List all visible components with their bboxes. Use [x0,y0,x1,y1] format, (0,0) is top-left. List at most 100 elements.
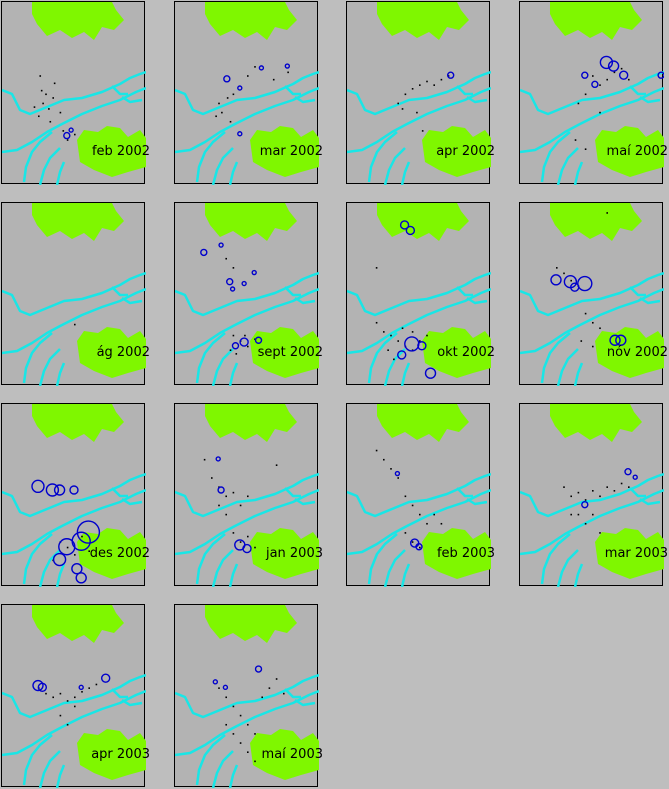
coastline [175,287,319,355]
coastline [540,131,571,183]
map-svg [520,2,664,185]
event-circle [231,342,240,350]
map-svg [347,203,491,386]
event-dot [254,733,256,735]
event-dot [74,323,76,326]
map-svg [2,203,146,386]
event-circle [581,500,589,509]
map-panel: ág 2002 [1,202,150,386]
event-dot [225,495,227,498]
land-north [205,2,297,40]
panel-date-label: apr 2003 [91,747,150,762]
event-dot [426,334,428,337]
event-dot [221,111,223,114]
event-dot [393,358,395,361]
coastline [347,271,491,317]
coastline [456,286,473,297]
coastline [38,348,61,386]
land-south [77,729,146,780]
panel-date-label: ág 2002 [96,345,150,360]
event-circle [399,220,410,230]
coastline [556,147,579,185]
event-circle [624,468,632,476]
coastline [347,472,491,518]
event-circle [258,65,265,71]
event-circle [239,337,249,347]
event-dot [283,692,285,695]
event-dot [411,331,414,333]
coastline [2,488,146,556]
coastline [347,86,491,154]
event-dot [225,513,227,516]
coastline [38,750,61,788]
event-dot [404,495,407,498]
panel-date-label: feb 2002 [91,144,150,159]
land-north [205,203,297,241]
coastline [556,549,579,587]
event-circle [237,131,243,137]
event-dot [426,80,428,83]
event-dot [599,532,601,534]
event-dot [620,67,623,70]
land-south [422,528,491,579]
coastline [22,131,53,183]
event-circle [550,274,562,286]
coastline [456,487,473,498]
event-dot [232,267,235,269]
event-circle [53,484,66,496]
map-svg [175,2,319,185]
coastline [228,362,239,386]
coastline [2,472,146,518]
event-dot [239,504,242,507]
coastline [400,161,411,185]
event-circle [409,538,420,548]
event-circle [417,341,427,351]
event-dot [419,84,421,86]
event-dot [397,477,399,479]
land-north [377,404,469,442]
event-dot [66,139,69,141]
event-circle [218,242,224,248]
event-dot [275,678,278,680]
map-panel: maí 2003 [174,604,323,788]
event-dot [613,490,616,492]
event-circle [394,470,401,477]
event-dot [433,513,435,516]
land-north [32,605,124,643]
coastline [520,287,664,355]
panel-date-label: maí 2003 [261,747,323,762]
coastline [175,472,319,518]
map-panel: apr 2003 [1,604,150,788]
event-dot [232,93,235,96]
coastline [228,764,239,788]
map-svg [2,2,146,185]
event-dot [599,84,601,86]
event-dot [592,490,594,492]
map-panel: okt 2002 [346,202,495,386]
event-dot [447,75,450,77]
event-dot [584,499,587,501]
event-dot [225,257,227,260]
event-dot [81,691,83,693]
coastline [639,95,661,104]
event-dot [66,700,69,702]
coastline [195,533,226,585]
event-circle [68,127,74,133]
coastline [2,86,146,154]
event-circle [599,55,614,70]
event-dot [66,723,69,726]
coastline [55,563,66,587]
coastline [573,161,584,185]
event-dot [218,102,220,105]
event-dot [421,130,424,132]
event-dot [38,115,40,118]
coastline [55,362,66,386]
event-dot [404,532,407,534]
map-svg [520,404,664,587]
coastline [175,673,319,719]
event-dot [390,334,392,337]
map-svg [347,2,491,185]
event-dot [580,340,583,342]
panel-date-label: mar 2002 [259,144,323,159]
coastline [2,673,146,719]
